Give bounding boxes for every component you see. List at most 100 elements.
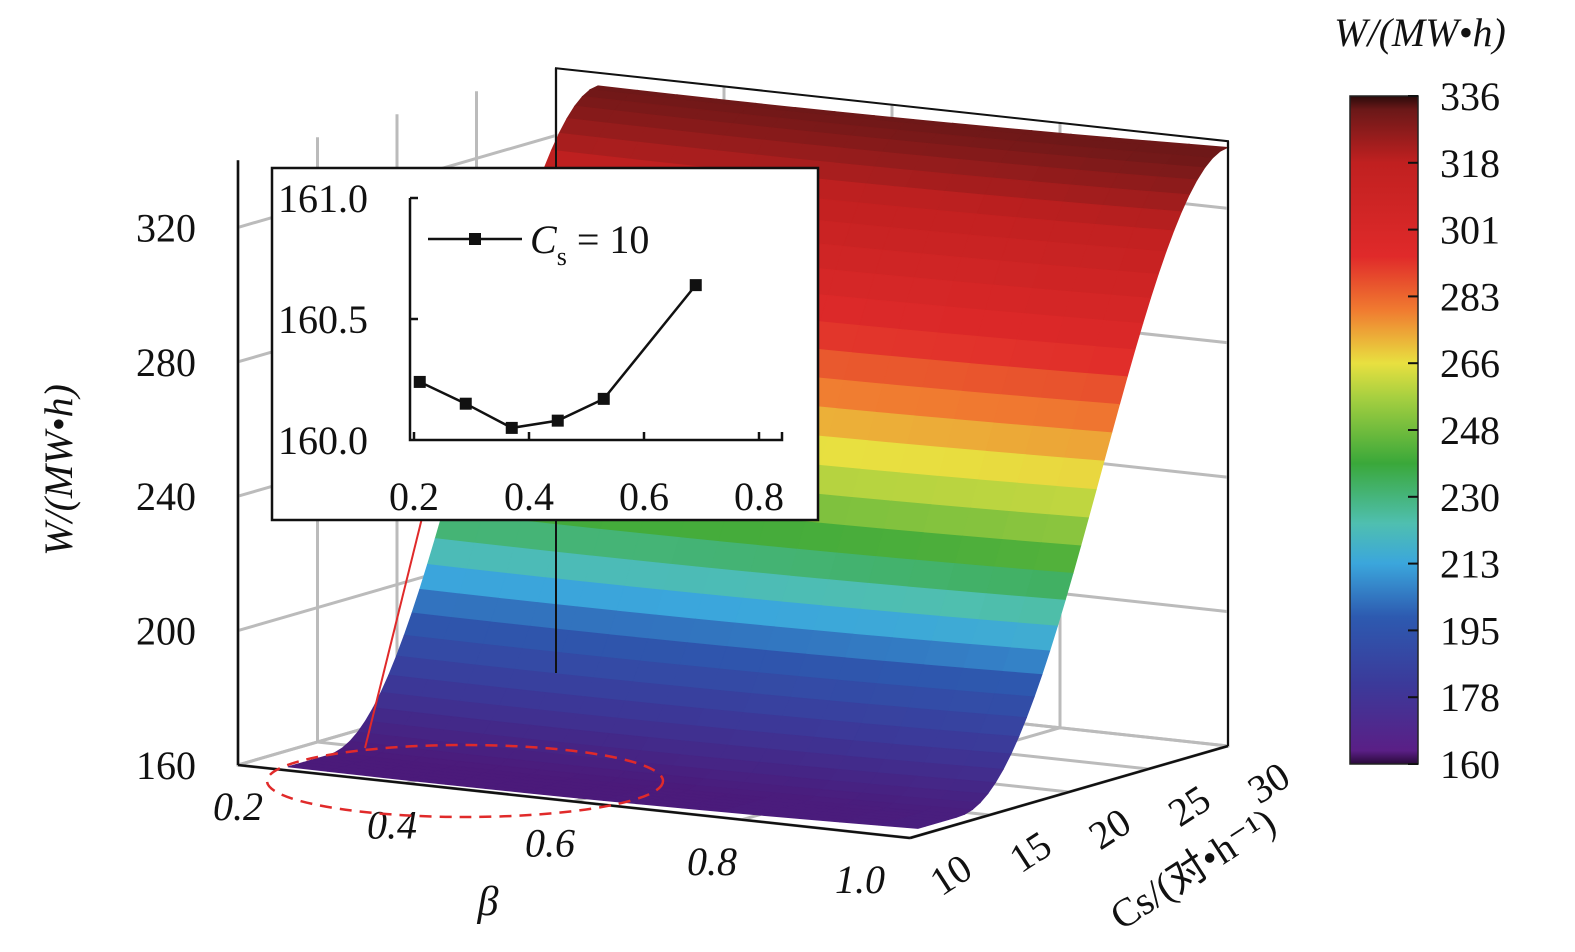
surface-patch [600,634,649,662]
surface-patch [878,822,926,829]
highlight-ellipse [265,743,665,819]
y-tick-label: 15 [1001,822,1059,882]
surface-patch [834,245,884,275]
surface-patch [1008,339,1057,371]
x-tick-label: 0.8 [687,839,737,884]
surface-patch [545,551,594,583]
surface-patch [890,328,939,361]
surface-patch [490,597,539,627]
surface-patch [1001,511,1050,544]
colorbar-tick-label: 213 [1440,542,1500,587]
surface-patch [758,649,807,677]
surface-patch [1133,208,1183,232]
colorbar-tick-label: 301 [1440,208,1500,253]
surface-patch [922,504,971,537]
colorbar-gradient [1349,95,1419,765]
y-tick-label: 20 [1081,799,1139,859]
surface-patch [819,295,868,326]
colorbar-tick-label: 248 [1440,408,1500,453]
z-axis-title: W/(MW•h) [36,384,81,556]
surface-patch [875,528,924,561]
legend-rest: = 10 [567,217,650,262]
surface-patch [898,302,947,334]
colorbar-tick-label: 318 [1440,141,1500,186]
inset-x-tick-label: 0.4 [504,474,554,519]
surface-patch [513,520,562,553]
surface-patch [1016,313,1065,344]
inset-frame [270,166,820,522]
surface-patch [970,733,1020,755]
surface-patch [923,640,972,669]
surface-patch [953,390,1002,424]
surface-patch [968,213,1017,239]
surface-patch [1032,397,1081,430]
surface-patch [663,563,712,595]
surface-patch [883,500,932,534]
surface-patch [1031,263,1081,293]
surface-patch [1063,291,1112,321]
surface-patch [529,602,578,631]
surface-patch [860,582,909,614]
surface-patch [842,223,891,251]
surface-patch [843,497,893,530]
surface-patch [1009,482,1058,516]
surface-patch [905,277,955,308]
surface-patch [898,443,947,477]
surface-patch [993,394,1042,427]
surface-patch [1009,622,1059,652]
inset-y-tick-label: 161.0 [278,176,368,221]
surface-patch [789,548,838,581]
surface-patch [584,555,633,587]
surface-patch [796,521,845,554]
surface-patch [812,605,862,635]
surface-patch [1047,220,1096,246]
legend-marker [469,233,481,245]
surface-patch [1071,400,1120,434]
surface-patch [765,626,815,655]
surface-patch [852,608,901,639]
inset-point [551,414,564,427]
colorbar-tick-label: 178 [1440,675,1500,720]
surface-patch [1079,373,1128,405]
surface-patch [891,472,940,506]
surface-patch [647,614,696,644]
surface-patch [931,615,980,645]
colorbar-tick-label: 230 [1440,475,1500,520]
surface-patch [984,284,1033,315]
surface-patch [827,408,876,442]
surface-patch [811,321,860,354]
surface-patch [876,660,925,688]
surface-patch [961,363,1010,396]
surface-patch [954,667,1004,695]
surface-patch [458,568,507,599]
surface-patch [1024,425,1073,459]
surface-patch [1025,569,1074,601]
surface-patch [789,675,838,702]
surface-patch [1055,201,1104,225]
surface-patch [844,633,893,662]
surface-patch [1055,316,1104,347]
surface-patch [874,249,923,279]
surface-patch [976,309,1026,341]
surface-patch [945,280,994,311]
surface-patch [866,273,915,304]
surface-patch [962,644,1011,672]
surface-patch [921,230,970,258]
surface-patch [954,535,1003,568]
surface-patch [805,630,854,659]
surface-patch [1087,346,1136,378]
surface-patch [946,563,995,595]
inset-x-tick-label: 0.2 [389,474,439,519]
surface-patch [859,440,908,474]
z-tick-label: 280 [136,340,196,385]
surface-patch [891,612,940,642]
surface-patch [505,547,554,579]
surface-patch [867,411,916,445]
surface-patch [497,572,547,604]
surface-patch [1086,223,1135,249]
surface-patch [466,542,515,574]
surface-patch [616,585,665,616]
surface-patch [907,559,956,591]
surface-patch [749,544,798,577]
